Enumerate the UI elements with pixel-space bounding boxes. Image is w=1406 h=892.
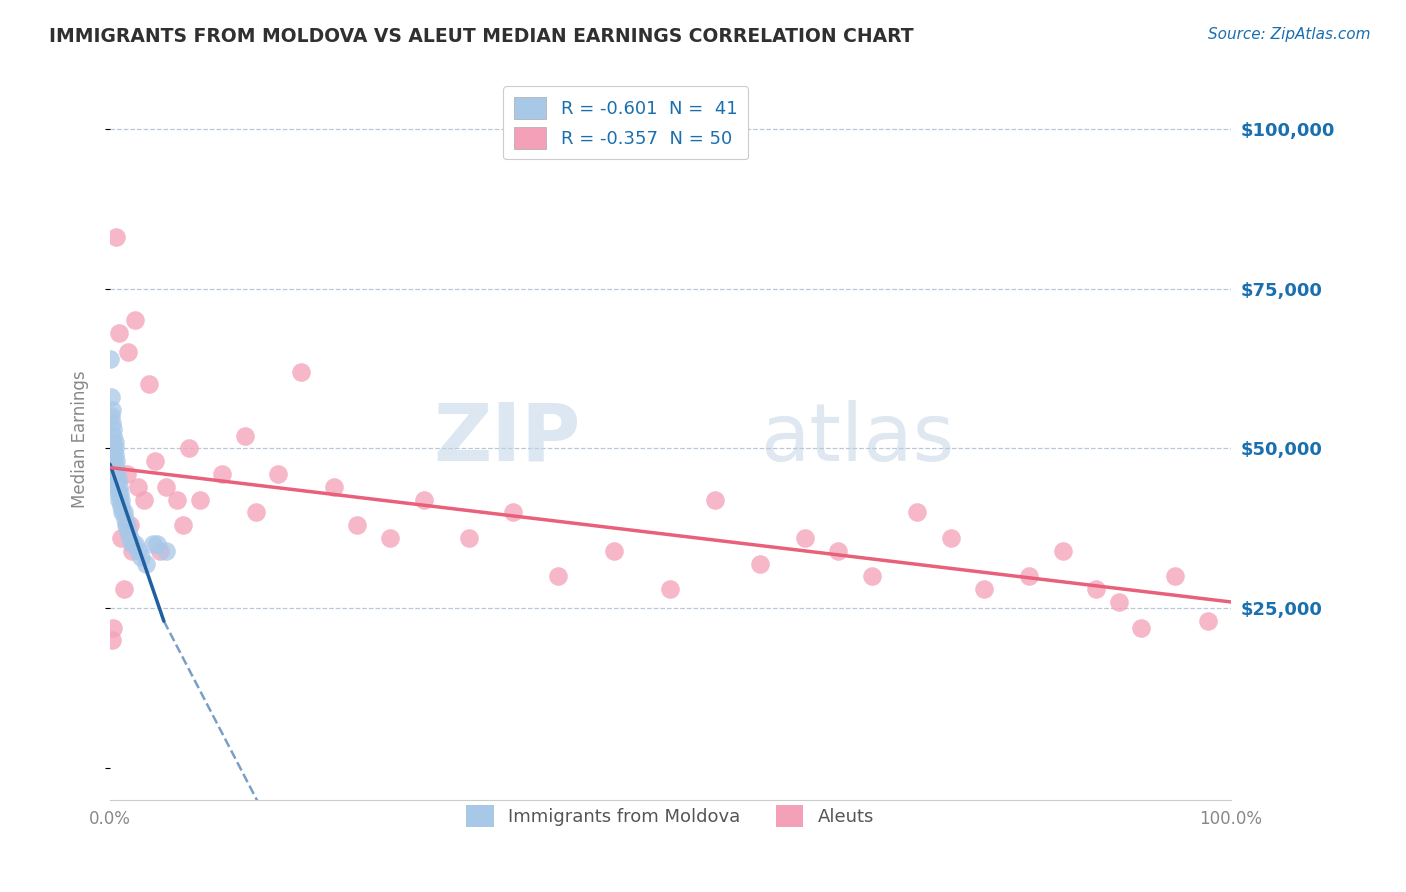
Point	[121, 537, 143, 551]
Point	[1018, 569, 1040, 583]
Point	[1085, 582, 1108, 596]
Point	[127, 480, 149, 494]
Point	[939, 531, 962, 545]
Point	[1197, 614, 1219, 628]
Point	[793, 531, 815, 545]
Point	[149, 543, 172, 558]
Point	[172, 518, 194, 533]
Point	[108, 480, 131, 494]
Point	[860, 569, 883, 583]
Point	[115, 518, 138, 533]
Point	[323, 480, 346, 494]
Point	[103, 442, 125, 456]
Point	[101, 416, 124, 430]
Point	[103, 454, 125, 468]
Point	[346, 518, 368, 533]
Point	[827, 543, 849, 558]
Point	[103, 448, 125, 462]
Point	[603, 543, 626, 558]
Point	[101, 403, 124, 417]
Point	[547, 569, 569, 583]
Point	[110, 499, 132, 513]
Point	[104, 460, 127, 475]
Point	[905, 505, 928, 519]
Point	[138, 377, 160, 392]
Point	[973, 582, 995, 596]
Text: atlas: atlas	[761, 400, 955, 478]
Point	[1052, 543, 1074, 558]
Point	[104, 454, 127, 468]
Point	[108, 326, 131, 341]
Point	[112, 582, 135, 596]
Point	[704, 492, 727, 507]
Point	[114, 512, 136, 526]
Point	[412, 492, 434, 507]
Text: IMMIGRANTS FROM MOLDOVA VS ALEUT MEDIAN EARNINGS CORRELATION CHART: IMMIGRANTS FROM MOLDOVA VS ALEUT MEDIAN …	[49, 27, 914, 45]
Point	[127, 543, 149, 558]
Point	[143, 454, 166, 468]
Point	[104, 467, 127, 481]
Point	[103, 435, 125, 450]
Point	[108, 486, 131, 500]
Point	[132, 492, 155, 507]
Point	[115, 467, 138, 481]
Y-axis label: Median Earnings: Median Earnings	[72, 370, 89, 508]
Text: Source: ZipAtlas.com: Source: ZipAtlas.com	[1208, 27, 1371, 42]
Point	[131, 550, 153, 565]
Point	[98, 351, 121, 366]
Point	[146, 537, 169, 551]
Point	[380, 531, 402, 545]
Point	[1130, 620, 1153, 634]
Point	[104, 480, 127, 494]
Point	[120, 518, 142, 533]
Point	[749, 557, 772, 571]
Point	[107, 474, 129, 488]
Point	[101, 633, 124, 648]
Point	[111, 505, 134, 519]
Point	[659, 582, 682, 596]
Point	[110, 531, 132, 545]
Point	[290, 365, 312, 379]
Point	[1108, 595, 1130, 609]
Point	[135, 557, 157, 571]
Point	[103, 422, 125, 436]
Point	[105, 467, 128, 481]
Point	[1163, 569, 1185, 583]
Point	[457, 531, 479, 545]
Point	[103, 442, 125, 456]
Point	[112, 505, 135, 519]
Point	[107, 486, 129, 500]
Point	[110, 492, 132, 507]
Point	[188, 492, 211, 507]
Point	[177, 442, 200, 456]
Point	[114, 518, 136, 533]
Point	[142, 537, 165, 551]
Point	[100, 409, 122, 424]
Point	[155, 480, 177, 494]
Point	[245, 505, 267, 519]
Point	[121, 543, 143, 558]
Point	[117, 345, 139, 359]
Point	[103, 620, 125, 634]
Point	[502, 505, 524, 519]
Point	[166, 492, 188, 507]
Point	[233, 428, 256, 442]
Point	[108, 492, 131, 507]
Point	[120, 531, 142, 545]
Point	[211, 467, 233, 481]
Legend: Immigrants from Moldova, Aleuts: Immigrants from Moldova, Aleuts	[460, 798, 882, 835]
Point	[124, 537, 146, 551]
Point	[101, 435, 124, 450]
Point	[104, 230, 127, 244]
Point	[105, 474, 128, 488]
Point	[124, 313, 146, 327]
Point	[117, 524, 139, 539]
Point	[155, 543, 177, 558]
Point	[267, 467, 290, 481]
Point	[100, 390, 122, 404]
Point	[103, 428, 125, 442]
Text: ZIP: ZIP	[433, 400, 581, 478]
